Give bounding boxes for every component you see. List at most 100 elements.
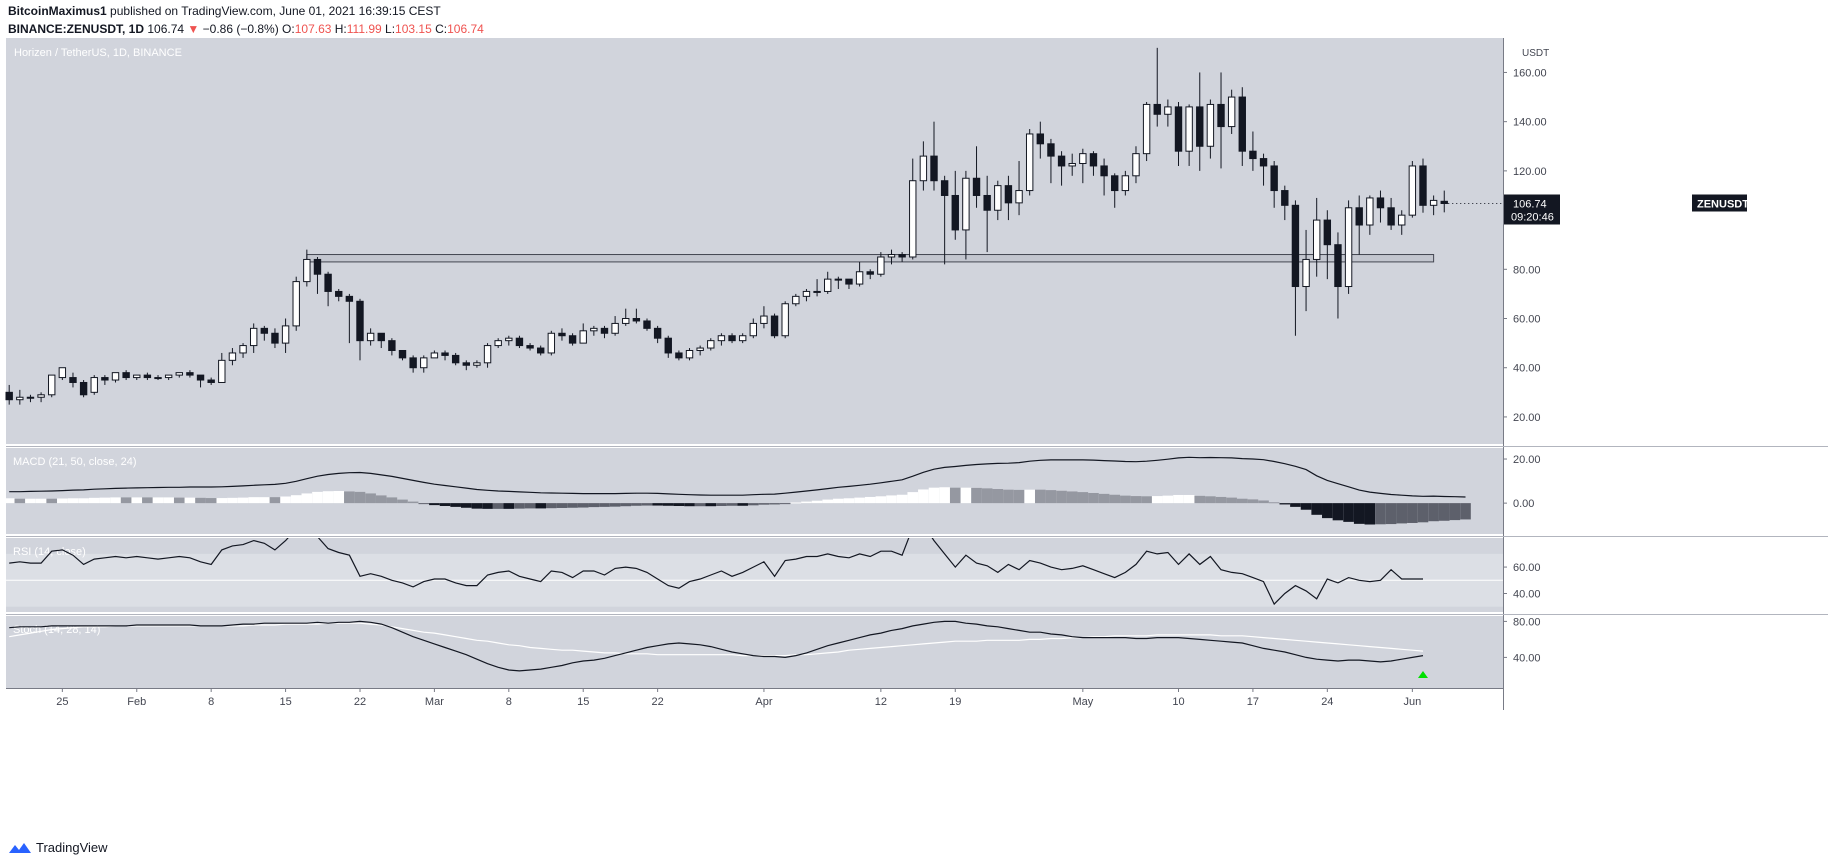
candle-body [526,345,534,349]
macd-histogram-bar [546,503,557,509]
candle-body [579,330,587,344]
candle-body [1355,207,1363,226]
time-tick-label: 8 [208,696,214,708]
candle-body [228,352,237,361]
price-tick-label: 40.00 [1513,363,1541,375]
macd-histogram-bar [514,503,525,509]
time-tick-label: 24 [1321,696,1333,708]
candle-body [951,194,959,231]
symbol-line: BINANCE:ZENUSDT, 1D 106.74 ▼ −0.86 (−0.8… [8,22,484,36]
candle-body [196,374,205,381]
symbol-tag-bg [1692,194,1747,212]
candle-body [313,258,322,275]
macd-histogram-bar [896,494,908,504]
macd-histogram-bar [131,497,143,504]
candle-body [877,256,885,275]
macd-histogram-bar [1300,503,1312,510]
candle-body [218,359,226,383]
candle-body [69,377,77,383]
macd-histogram-bar [886,495,897,504]
footer-brand[interactable]: TradingView [8,840,108,855]
candle-body [79,381,88,396]
candle-body [770,315,779,337]
macd-histogram-bar [1183,494,1195,504]
candle-body [813,290,821,293]
candle-body [1344,207,1353,288]
open-value: 107.63 [294,22,332,36]
macd-histogram-bar [1449,503,1461,521]
publisher-name[interactable]: BitcoinMaximus1 [8,4,107,18]
candle-body [887,254,896,258]
price-tick-label: 20.00 [1513,412,1541,424]
candle-body [632,318,641,322]
macd-histogram-bar [1141,496,1152,504]
candle-body [377,332,385,342]
price-tick-label: 160.00 [1513,67,1547,79]
macd-histogram-bar [1460,503,1471,520]
macd-histogram-bar [492,503,504,509]
tradingview-logo-icon [9,842,31,853]
candle-body [537,347,545,354]
price-tick-label: 120.00 [1513,166,1547,178]
macd-histogram-bar [503,503,515,509]
pane-background [6,38,1503,444]
macd-histogram-bar [1109,494,1121,504]
macd-histogram-bar [779,503,791,505]
candle-body [622,318,630,324]
macd-histogram-bar [652,503,663,506]
time-tick-label: 15 [279,696,291,708]
footer-brand-label: TradingView [36,840,108,855]
candle-body [1270,165,1278,192]
candle-body [675,352,683,359]
close-value: 106.74 [447,22,484,36]
macd-histogram-bar [280,496,291,504]
macd-histogram-bar [1268,502,1280,504]
macd-histogram-bar [1088,492,1099,504]
rsi-line [9,538,1423,606]
time-tick-label: Mar [425,696,444,708]
candle-body [792,295,800,305]
macd-histogram-bar [1130,496,1142,504]
macd-histogram-bar [577,503,589,508]
macd-histogram-bar [248,497,259,504]
candle-body [1047,143,1055,157]
candle-body [1238,96,1246,152]
candle-body [5,391,13,401]
countdown-tag: 09:20:46 [1511,212,1554,224]
candle-body [1142,103,1151,155]
macd-histogram-bar [843,498,855,504]
macd-histogram-bar [120,497,132,504]
price-tick-label: 80.00 [1513,264,1541,276]
candle-body [48,374,56,396]
candle-body [1408,165,1417,216]
price-tick-label: 60.00 [1513,314,1541,326]
candle-body [962,177,970,231]
candle-body [1217,103,1225,128]
change-value: −0.86 (−0.8%) [202,22,279,36]
candle-body [983,194,991,211]
time-tick-label: 22 [354,696,366,708]
candle-body [441,352,449,356]
macd-histogram-bar [1205,496,1216,504]
macd-histogram-bar [482,503,493,509]
time-tick-label: 10 [1172,696,1184,708]
macd-histogram-bar [397,499,408,504]
macd-histogram-bar [1045,490,1057,504]
support-zone [306,254,1435,263]
macd-histogram-bar [694,503,706,507]
macd-histogram-bar [14,498,26,504]
macd-histogram-bar [1035,489,1046,504]
macd-histogram-bar [918,489,929,504]
macd-histogram-bar [1151,496,1163,504]
candle-body [1196,106,1204,147]
macd-histogram-bar [684,503,695,507]
macd-histogram-bar [609,503,621,507]
macd-histogram-bar [195,497,206,504]
candle-body [1302,258,1310,288]
close-label: C: [435,22,448,36]
candle-body [1323,219,1332,246]
candle-body [600,327,609,334]
pane-background [6,448,1503,534]
candle-body [430,352,439,359]
